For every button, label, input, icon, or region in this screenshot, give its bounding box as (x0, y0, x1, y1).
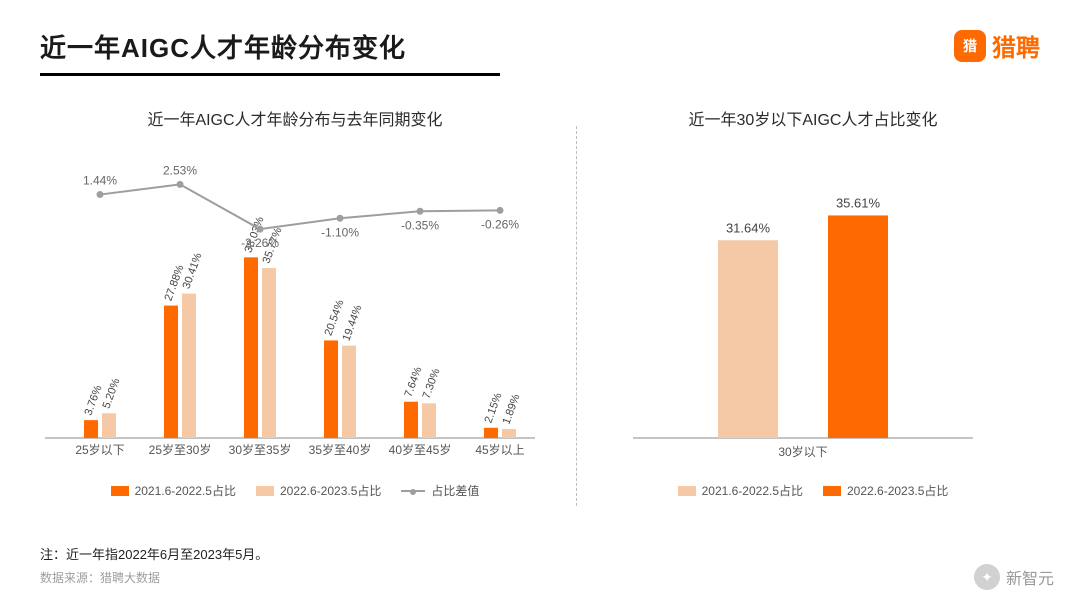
legend-swatch-b (256, 486, 274, 496)
bar-value-b: 19.44% (341, 303, 365, 342)
diff-value: -0.35% (401, 218, 439, 232)
legend-swatch-a-r (678, 486, 696, 496)
brand-badge: 猎 猎聘 (954, 28, 1040, 63)
watermark: ✦ 新智元 (974, 564, 1054, 590)
legend-swatch-line (401, 490, 425, 492)
legend-swatch-b-r (823, 486, 841, 496)
category-label: 25岁至30岁 (149, 442, 212, 457)
diff-point (97, 191, 104, 198)
bar-series-b (182, 294, 196, 438)
diff-point (417, 208, 424, 215)
data-source: 数据来源：猎聘大数据 (40, 569, 268, 586)
right-bar-a-value: 31.64% (726, 220, 771, 235)
right-category-label: 30岁以下 (778, 444, 827, 459)
diff-point (497, 207, 504, 214)
right-bar-a (718, 240, 778, 438)
panel-divider (576, 126, 577, 506)
category-label: 35岁至40岁 (309, 442, 372, 457)
right-chart-title: 近一年30岁以下AIGC人才占比变化 (603, 106, 1023, 130)
legend-label-a: 2021.6-2022.5占比 (135, 482, 236, 499)
category-label: 40岁至45岁 (389, 442, 452, 457)
diff-value: -2.26% (241, 236, 279, 250)
diff-point (257, 226, 264, 233)
bar-series-a (404, 402, 418, 438)
legend-label-b: 2022.6-2023.5占比 (280, 482, 381, 499)
diff-value: 1.44% (83, 174, 117, 188)
diff-point (337, 215, 344, 222)
bar-series-b (262, 268, 276, 438)
bar-series-b (342, 346, 356, 438)
category-label: 25岁以下 (75, 442, 124, 457)
wechat-icon: ✦ (974, 564, 1000, 590)
right-chart-panel: 近一年30岁以下AIGC人才占比变化 31.64% 35.61% 30岁以下 202… (603, 106, 1023, 526)
liepin-icon: 猎 (954, 30, 986, 62)
diff-value: 2.53% (163, 163, 197, 177)
watermark-text: 新智元 (1006, 565, 1054, 589)
diff-line (100, 184, 500, 229)
bar-series-a (324, 340, 338, 438)
bar-value-a: 3.76% (83, 384, 105, 418)
right-bar-b (828, 215, 888, 438)
legend-item-series-b: 2022.6-2023.5占比 (256, 482, 381, 499)
legend-item-line: 占比差值 (401, 482, 479, 499)
legend-item-series-a-r: 2021.6-2022.5占比 (678, 482, 803, 499)
bar-series-a (484, 428, 498, 438)
diff-point (177, 181, 184, 188)
legend-item-series-a: 2021.6-2022.5占比 (111, 482, 236, 499)
left-legend: 2021.6-2022.5占比 2022.6-2023.5占比 占比差值 (40, 482, 550, 499)
category-label: 45岁以上 (475, 442, 524, 457)
bar-series-a (164, 306, 178, 438)
brand-text: 猎聘 (992, 28, 1040, 63)
footnote: 注：近一年指2022年6月至2023年5月。 (40, 544, 268, 563)
title-block: 近一年AIGC人才年龄分布变化 (40, 28, 500, 76)
left-chart-panel: 近一年AIGC人才年龄分布与去年同期变化 3.76%5.20%25岁以下27.8… (40, 106, 550, 526)
bar-series-a (84, 420, 98, 438)
bar-value-b: 5.20% (101, 377, 123, 411)
page-title: 近一年AIGC人才年龄分布变化 (40, 28, 500, 65)
right-legend: 2021.6-2022.5占比 2022.6-2023.5占比 (603, 482, 1023, 499)
left-chart-svg: 3.76%5.20%25岁以下27.88%30.41%25岁至30岁38.03%… (40, 138, 540, 478)
category-label: 30岁至35岁 (229, 442, 292, 457)
legend-label-a-r: 2021.6-2022.5占比 (702, 482, 803, 499)
bar-value-b: 1.89% (501, 392, 523, 426)
legend-item-series-b-r: 2022.6-2023.5占比 (823, 482, 948, 499)
legend-label-line: 占比差值 (431, 482, 479, 499)
footer: 注：近一年指2022年6月至2023年5月。 数据来源：猎聘大数据 (40, 544, 268, 586)
bar-series-b (422, 403, 436, 438)
bar-value-b: 7.30% (421, 367, 443, 401)
bar-series-a (244, 257, 258, 438)
right-chart-svg: 31.64% 35.61% 30岁以下 (603, 138, 1003, 478)
diff-value: -0.26% (481, 217, 519, 231)
right-bar-b-value: 35.61% (836, 195, 881, 210)
title-underline (40, 73, 500, 76)
left-chart-title: 近一年AIGC人才年龄分布与去年同期变化 (40, 106, 550, 130)
legend-swatch-a (111, 486, 129, 496)
diff-value: -1.10% (321, 225, 359, 239)
bar-series-b (102, 413, 116, 438)
bar-series-b (502, 429, 516, 438)
legend-label-b-r: 2022.6-2023.5占比 (847, 482, 948, 499)
